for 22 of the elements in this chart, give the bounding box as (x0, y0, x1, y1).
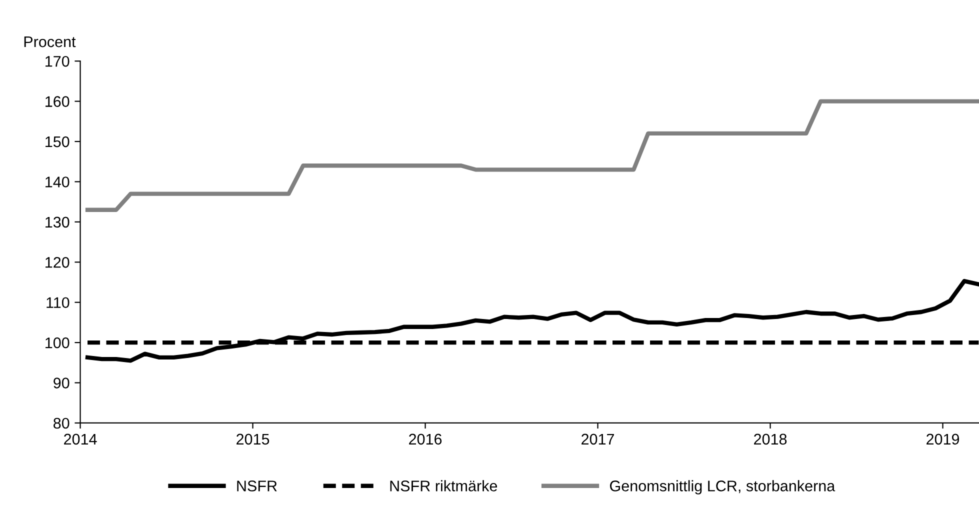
y-axis-title: Procent (24, 36, 76, 48)
legend-label: NSFR (237, 480, 277, 492)
x-tick-label: 2018 (754, 434, 787, 445)
x-tick-label: 2019 (926, 434, 960, 445)
legend-label: Genomsnittlig LCR, storbankerna (610, 480, 836, 494)
x-tick-label: 2014 (64, 434, 97, 445)
y-tick-label: 100 (46, 337, 70, 348)
y-tick-label: 130 (46, 216, 70, 228)
x-tick-label: 2016 (409, 434, 442, 445)
x-tick-label: 2017 (582, 434, 614, 445)
line-series (85, 99, 979, 212)
y-tick-label: 90 (54, 378, 70, 388)
y-tick-label: 120 (46, 257, 70, 268)
x-tick-label: 2015 (236, 434, 270, 445)
y-tick-label: 150 (46, 136, 70, 148)
y-tick-label: 160 (46, 96, 70, 107)
y-tick-label: 170 (46, 56, 70, 67)
y-tick-label: 140 (46, 176, 70, 188)
line-series (85, 278, 979, 363)
y-tick-label: 80 (54, 418, 70, 429)
y-tick-label: 110 (46, 297, 70, 308)
legend-label: NSFR riktmärke (390, 480, 498, 492)
